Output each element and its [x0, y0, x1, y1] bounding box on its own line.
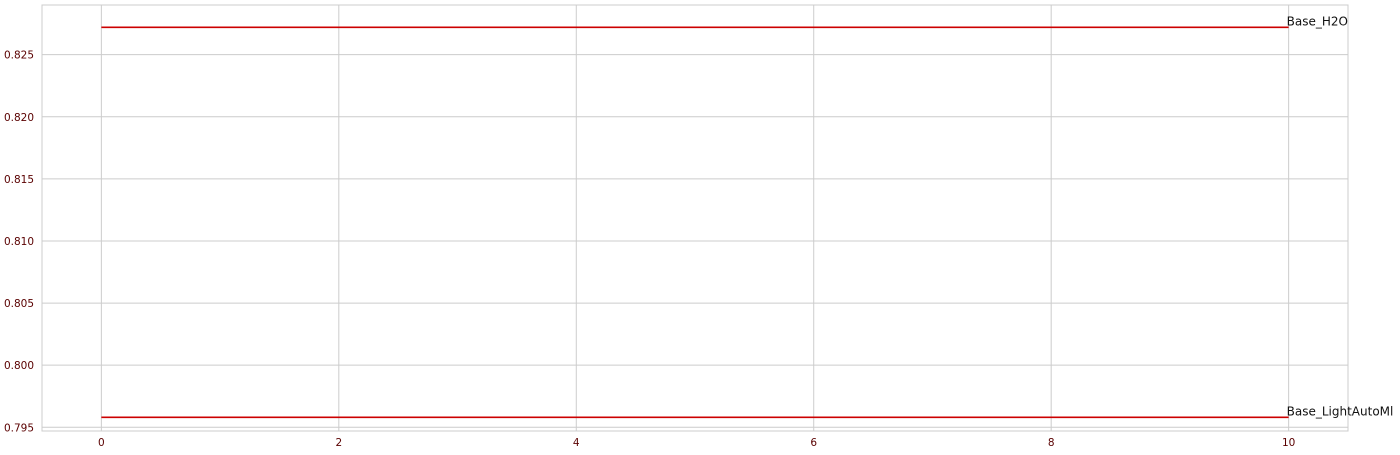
x-tick-label: 10 — [1282, 437, 1295, 449]
x-tick-label: 6 — [810, 437, 817, 449]
x-tick-label: 4 — [573, 437, 580, 449]
y-tick-label: 0.795 — [4, 422, 34, 434]
y-tick-labels: 0.795 0.800 0.805 0.810 0.815 0.820 0.825 — [4, 50, 34, 435]
x-tick-labels: 0 2 4 6 8 10 — [98, 437, 1295, 449]
y-tick-label: 0.815 — [4, 174, 34, 186]
series-lines — [101, 26, 1289, 419]
y-tick-label: 0.810 — [4, 236, 34, 248]
x-tick-label: 8 — [1048, 437, 1055, 449]
series-label: Base_LightAutoMl — [1287, 404, 1394, 418]
y-tick-label: 0.805 — [4, 298, 34, 310]
series-labels: Base_H2O Base_LightAutoMl — [1287, 14, 1394, 418]
series-label: Base_H2O — [1287, 14, 1348, 28]
y-tick-label: 0.800 — [4, 360, 34, 372]
x-tick-label: 2 — [335, 437, 342, 449]
plot-frame — [41, 4, 1349, 432]
grid-lines — [42, 5, 1348, 431]
x-tick-label: 0 — [98, 437, 105, 449]
y-tick-label: 0.825 — [4, 50, 34, 62]
y-tick-label: 0.820 — [4, 112, 34, 124]
